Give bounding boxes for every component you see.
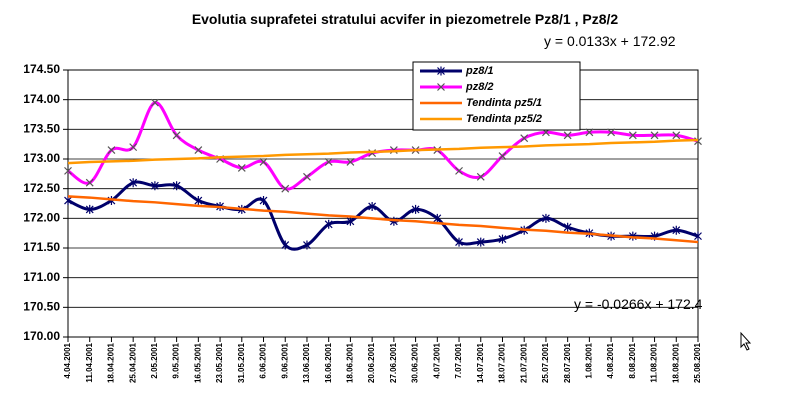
marker bbox=[85, 204, 94, 214]
x-tick-label: 11.08.2001 bbox=[650, 342, 659, 382]
marker bbox=[107, 146, 116, 155]
x-tick-label: 25.07.2001 bbox=[541, 342, 550, 383]
y-tick-label: 172.50 bbox=[23, 181, 60, 195]
x-tick-label: 30.06.2001 bbox=[411, 342, 420, 383]
marker bbox=[498, 234, 507, 244]
x-tick-label: 2.05.2001 bbox=[150, 342, 159, 378]
y-tick-label: 171.00 bbox=[23, 270, 60, 284]
marker bbox=[672, 131, 681, 140]
marker bbox=[324, 158, 333, 166]
marker bbox=[259, 158, 268, 166]
x-tick-label: 25.04.2001 bbox=[128, 342, 137, 383]
marker bbox=[563, 222, 572, 232]
marker bbox=[172, 181, 181, 191]
x-tick-label: 21.07.2001 bbox=[519, 342, 528, 383]
marker bbox=[476, 172, 485, 181]
marker bbox=[585, 128, 594, 137]
marker bbox=[437, 83, 445, 91]
marker bbox=[628, 131, 637, 140]
series-line bbox=[67, 195, 699, 244]
marker bbox=[150, 98, 159, 107]
marker bbox=[672, 225, 681, 235]
y-tick-label: 170.00 bbox=[23, 329, 60, 343]
marker bbox=[455, 166, 463, 175]
x-tick-label: 4.04.2001 bbox=[63, 342, 72, 378]
marker bbox=[281, 184, 290, 193]
mouse-cursor bbox=[740, 331, 752, 351]
legend-label: Tendinta pz5/1 bbox=[466, 97, 542, 109]
marker bbox=[542, 213, 550, 223]
y-tick-label: 172.00 bbox=[23, 211, 60, 225]
series-line bbox=[67, 138, 699, 165]
marker bbox=[303, 172, 311, 181]
marker bbox=[150, 181, 159, 191]
y-tick-label: 170.50 bbox=[23, 300, 60, 314]
x-tick-label: 7.07.2001 bbox=[454, 342, 463, 378]
y-tick-label: 173.50 bbox=[23, 122, 60, 136]
marker bbox=[476, 237, 485, 247]
x-tick-label: 6.06.2001 bbox=[259, 342, 268, 378]
legend: pz8/1 pz8/2 Tendinta pz5/1 Tendinta pz5/2 bbox=[412, 61, 581, 131]
marker bbox=[194, 146, 203, 155]
x-tick-label: 11.04.2001 bbox=[85, 342, 94, 382]
x-tick-label: 9.06.2001 bbox=[280, 342, 289, 378]
x-tick-label: 23.05.2001 bbox=[215, 342, 224, 383]
x-tick-label: 18.06.2001 bbox=[346, 342, 355, 383]
marker bbox=[607, 128, 616, 137]
marker bbox=[650, 131, 659, 140]
marker bbox=[437, 66, 445, 76]
x-tick-label: 16.05.2001 bbox=[193, 342, 202, 383]
marker bbox=[346, 216, 355, 226]
plot-area: 170.00 170.50 171.00 171.50 172.00 172.50 173.… bbox=[23, 62, 702, 383]
marker bbox=[694, 231, 702, 241]
marker bbox=[303, 240, 311, 250]
marker bbox=[237, 163, 246, 172]
x-tick-label: 9.05.2001 bbox=[172, 342, 181, 378]
marker bbox=[129, 178, 138, 188]
x-tick-label: 25.08.2001 bbox=[693, 342, 702, 383]
x-tick-label: 16.06.2001 bbox=[324, 342, 333, 383]
marker bbox=[411, 204, 420, 214]
chart-title: Evolutia suprafetei stratului acvifer in… bbox=[192, 11, 619, 27]
marker bbox=[433, 213, 442, 223]
x-tick-label: 1.08.2001 bbox=[584, 342, 593, 378]
y-tick-label: 174.00 bbox=[23, 92, 60, 106]
trend-equation: y = -0.0266x + 172.4 bbox=[574, 296, 703, 312]
x-tick-label: 13.06.2001 bbox=[302, 342, 311, 383]
x-tick-label: 4.08.2001 bbox=[606, 342, 615, 378]
marker bbox=[259, 196, 268, 206]
marker bbox=[368, 201, 377, 211]
y-tick-label: 173.00 bbox=[23, 151, 60, 165]
marker bbox=[346, 158, 355, 166]
marker bbox=[85, 178, 94, 187]
marker bbox=[498, 152, 507, 160]
x-tick-label: 20.06.2001 bbox=[367, 342, 376, 383]
y-tick-label: 174.50 bbox=[23, 62, 60, 76]
x-tick-label: 8.08.2001 bbox=[628, 342, 637, 378]
marker bbox=[64, 166, 72, 175]
x-tick-label: 14.07.2001 bbox=[476, 342, 485, 383]
y-tick-label: 171.50 bbox=[23, 240, 60, 254]
x-tick-label: 18.04.2001 bbox=[107, 342, 116, 383]
legend-label: Tendinta pz5/2 bbox=[466, 113, 542, 125]
x-tick-label: 18.08.2001 bbox=[671, 342, 680, 383]
marker bbox=[520, 134, 529, 143]
x-tick-label: 18.07.2001 bbox=[498, 342, 507, 383]
marker bbox=[324, 219, 333, 229]
x-tick-label: 28.07.2001 bbox=[563, 342, 572, 383]
marker bbox=[172, 131, 181, 140]
legend-label: pz8/1 bbox=[465, 65, 494, 77]
x-tick-label: 4.07.2001 bbox=[432, 342, 441, 378]
legend-label: pz8/2 bbox=[465, 81, 494, 93]
marker bbox=[194, 196, 203, 206]
x-tick-label: 27.06.2001 bbox=[389, 342, 398, 383]
trend-equation: y = 0.0133x + 172.92 bbox=[544, 33, 676, 49]
marker bbox=[129, 143, 138, 152]
x-tick-label: 31.05.2001 bbox=[237, 342, 246, 383]
marker bbox=[563, 131, 572, 140]
marker bbox=[455, 237, 463, 247]
marker bbox=[281, 240, 290, 250]
